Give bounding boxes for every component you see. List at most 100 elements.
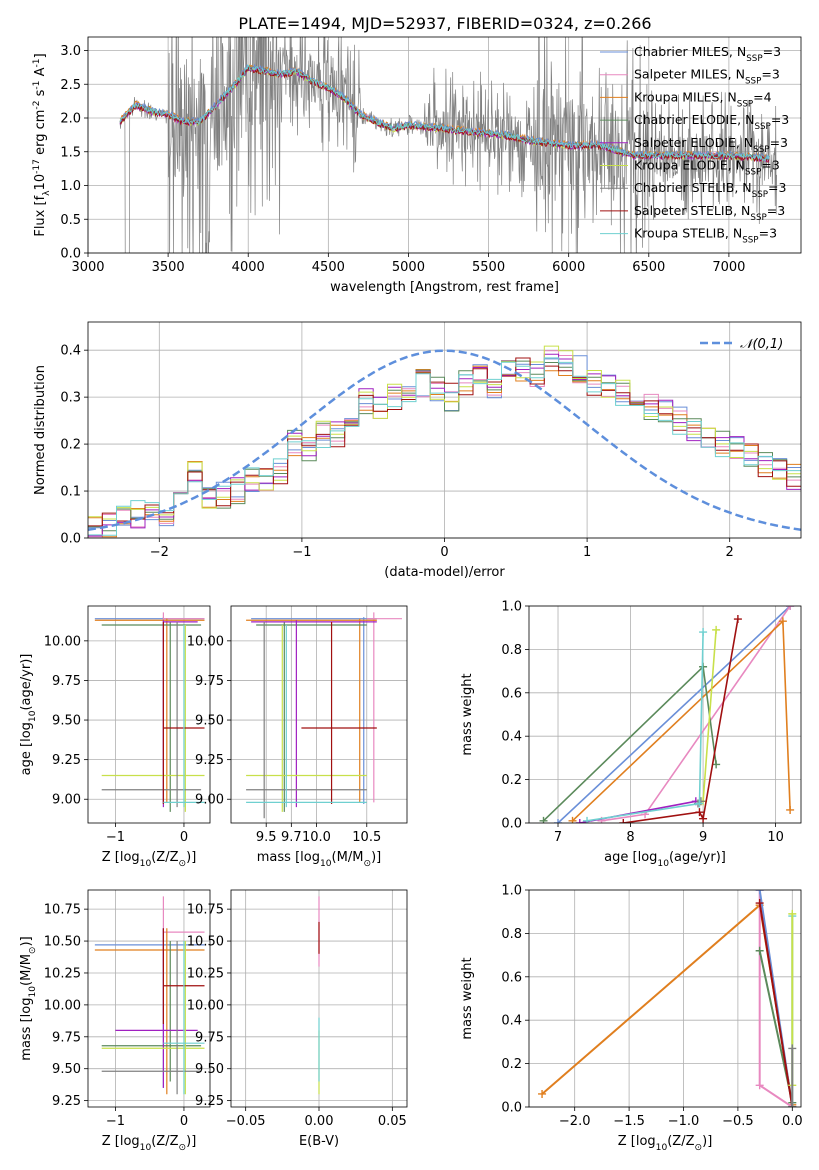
text-span: SSP bbox=[742, 236, 758, 246]
errorbar-point-kroupa-stelib bbox=[163, 625, 205, 808]
y-tick-label: 0.0 bbox=[501, 817, 522, 832]
y-tick-label: 9.00 bbox=[195, 793, 224, 808]
text-span: SSP bbox=[753, 145, 769, 155]
y-tick-label: 9.25 bbox=[52, 753, 81, 768]
y-tick-label: 2.5 bbox=[60, 78, 81, 93]
x-tick-label: 0.0 bbox=[782, 1114, 803, 1129]
spectrum-legend: Chabrier MILES, NSSP=3 Salpeter MILES, NS… bbox=[600, 44, 789, 246]
errorbar-point-salpeter-miles bbox=[366, 612, 402, 803]
x-tick-label: 2 bbox=[726, 545, 734, 560]
errorbar-point-chabrier-elodie bbox=[256, 621, 367, 812]
y-axis-label: age [log10(age/yr)] bbox=[19, 654, 38, 776]
ticks: 7 8 9 10 0.0 0.2 0.4 0.6 0.8 1.0 bbox=[501, 600, 784, 846]
x-axis-label: wavelength [Angstrom, rest frame] bbox=[330, 280, 559, 295]
x-tick-label: 7 bbox=[554, 830, 562, 845]
text-span: =3 bbox=[761, 158, 779, 173]
y-tick-label: 9.50 bbox=[52, 1062, 81, 1077]
x-axis-label: age [log10(age/yr)] bbox=[604, 850, 726, 869]
x-tick-label: 3500 bbox=[152, 260, 185, 275]
x-tick-label: 4000 bbox=[232, 260, 265, 275]
x-tick-label: 9.5 bbox=[256, 830, 277, 845]
text-span: Flux [f bbox=[33, 195, 48, 236]
x-tick-label: 5000 bbox=[392, 260, 425, 275]
legend-label: Chabrier MILES, NSSP=3 bbox=[634, 44, 781, 64]
text-span: 10 bbox=[140, 859, 152, 869]
text-span: =3 bbox=[771, 112, 789, 127]
normal-distribution-curve bbox=[88, 349, 801, 532]
text-span: 10 bbox=[28, 710, 38, 722]
y-tick-label: 2.0 bbox=[60, 112, 81, 127]
y-tick-label: 0.2 bbox=[60, 438, 81, 453]
legend-label: Salpeter MILES, NSSP=3 bbox=[634, 67, 780, 87]
text-span: 10 bbox=[656, 1143, 668, 1153]
spectrum-model-line-kroupa-stelib bbox=[119, 64, 770, 162]
x-tick-label: 7000 bbox=[712, 260, 745, 275]
y-tick-label: 10.00 bbox=[187, 998, 224, 1013]
text-span: 10 bbox=[657, 859, 669, 869]
text-span: Kroupa MILES, N bbox=[634, 89, 737, 104]
x-tick-label: 10.0 bbox=[302, 830, 331, 845]
y-tick-label: 1.0 bbox=[501, 884, 522, 899]
weight-marker bbox=[619, 819, 628, 823]
weight-marker bbox=[538, 1089, 547, 1098]
text-span: SSP bbox=[745, 168, 761, 178]
axes-frame bbox=[528, 889, 802, 1108]
text-span: 10 bbox=[28, 986, 38, 998]
histogram-step-salpeter-stelib bbox=[88, 357, 801, 527]
text-span: (age/yr)] bbox=[19, 654, 34, 711]
errorbar-point-kroupa-stelib bbox=[163, 941, 205, 1095]
x-tick-label: −1 bbox=[106, 830, 125, 845]
errorbar-point-kroupa-miles bbox=[246, 618, 377, 803]
plot-area bbox=[539, 606, 795, 823]
weight-marker bbox=[786, 606, 795, 610]
text-span: mass [log bbox=[257, 850, 320, 865]
text-span: ⊙ bbox=[179, 859, 187, 869]
y-axis-label: mass weight bbox=[460, 673, 475, 755]
figure-title: PLATE=1494, MJD=52937, FIBERID=0324, z=0… bbox=[238, 14, 651, 33]
text-span: ⊙ bbox=[28, 946, 38, 954]
ticks: 3000 3500 4000 4500 5000 5500 6000 6500 7000 0.0 0… bbox=[60, 44, 745, 275]
x-tick-label: 0.00 bbox=[305, 1114, 334, 1129]
text-span: 𝒩(0,1) bbox=[740, 337, 783, 352]
y-tick-label: 0.3 bbox=[60, 391, 81, 406]
weight-marker bbox=[539, 816, 548, 823]
x-tick-label: 0 bbox=[440, 545, 448, 560]
x-tick-label: 3000 bbox=[71, 260, 104, 275]
text-span: (data-model)/error bbox=[384, 565, 505, 580]
text-span: Z [log bbox=[102, 1134, 140, 1149]
weight-marker bbox=[733, 615, 742, 624]
text-span: (age/yr)] bbox=[669, 850, 726, 865]
weight-marker bbox=[554, 819, 563, 823]
text-span: (Z/Z bbox=[667, 1134, 694, 1149]
x-axis-label: Z [log10(Z/Z⊙)] bbox=[102, 1134, 197, 1153]
weight-line-kroupa-stelib bbox=[586, 631, 704, 822]
errorbar-point-chabrier-stelib bbox=[246, 621, 367, 819]
ticks: −0.05 0.00 0.05 9.25 9.50 9.75 10.00 10.25 10.50… bbox=[187, 903, 407, 1129]
ticks: 9.5 9.7 10.0 10.5 9.00 9.25 9.50 9.75 10.00 bbox=[187, 634, 381, 845]
text-span: SSP bbox=[754, 122, 770, 132]
text-span: ] bbox=[33, 53, 48, 58]
text-span: Kroupa ELODIE, N bbox=[634, 158, 745, 173]
text-span: (M/M bbox=[332, 850, 364, 865]
y-tick-label: 0.2 bbox=[501, 773, 522, 788]
x-tick-label: −0.05 bbox=[226, 1114, 266, 1129]
x-tick-label: −2.0 bbox=[559, 1114, 591, 1129]
text-span: =3 bbox=[761, 67, 779, 82]
legend-label: Chabrier ELODIE, NSSP=3 bbox=[634, 112, 789, 132]
text-span: Z [log bbox=[102, 850, 140, 865]
text-span: (M/M bbox=[19, 954, 34, 986]
text-span: Kroupa STELIB, N bbox=[634, 226, 742, 241]
text-span: wavelength [Angstrom, rest frame] bbox=[330, 280, 559, 295]
errorbar-point-kroupa-elodie bbox=[101, 941, 205, 1095]
text-span: =3 bbox=[763, 44, 781, 59]
x-tick-label: −1 bbox=[292, 545, 311, 560]
weight-line-chabrier-elodie bbox=[542, 665, 717, 822]
text-span: =3 bbox=[768, 180, 786, 195]
weight-marker bbox=[695, 808, 704, 817]
errorbar-point-chabrier-stelib bbox=[101, 941, 202, 1095]
text-span: =3 bbox=[759, 226, 777, 241]
x-tick-label: 5500 bbox=[472, 260, 505, 275]
errorbar-point-kroupa-miles bbox=[94, 618, 205, 803]
